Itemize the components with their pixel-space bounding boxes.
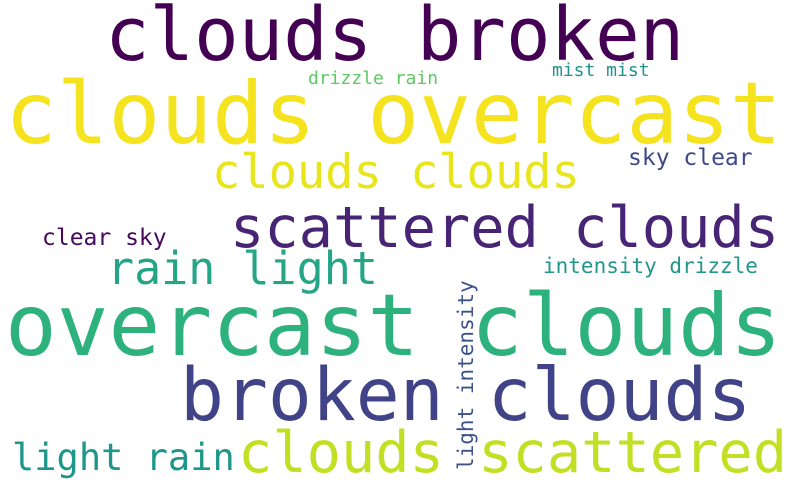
word: light intensity (454, 280, 478, 470)
word: sky clear (628, 145, 753, 171)
word: mist mist (552, 60, 650, 81)
word: drizzle rain (308, 68, 438, 89)
word: overcast clouds (5, 276, 782, 376)
word: intensity drizzle (543, 254, 758, 278)
word: clouds clouds (212, 145, 580, 200)
word: rain light (107, 242, 378, 295)
word: clear sky (42, 225, 167, 251)
word: clouds scattered (238, 420, 787, 486)
word: light rain (12, 436, 235, 479)
word: broken clouds (180, 353, 751, 438)
word: clouds overcast (5, 64, 782, 164)
word: scattered clouds (230, 195, 779, 261)
word: clouds broken (105, 0, 684, 78)
